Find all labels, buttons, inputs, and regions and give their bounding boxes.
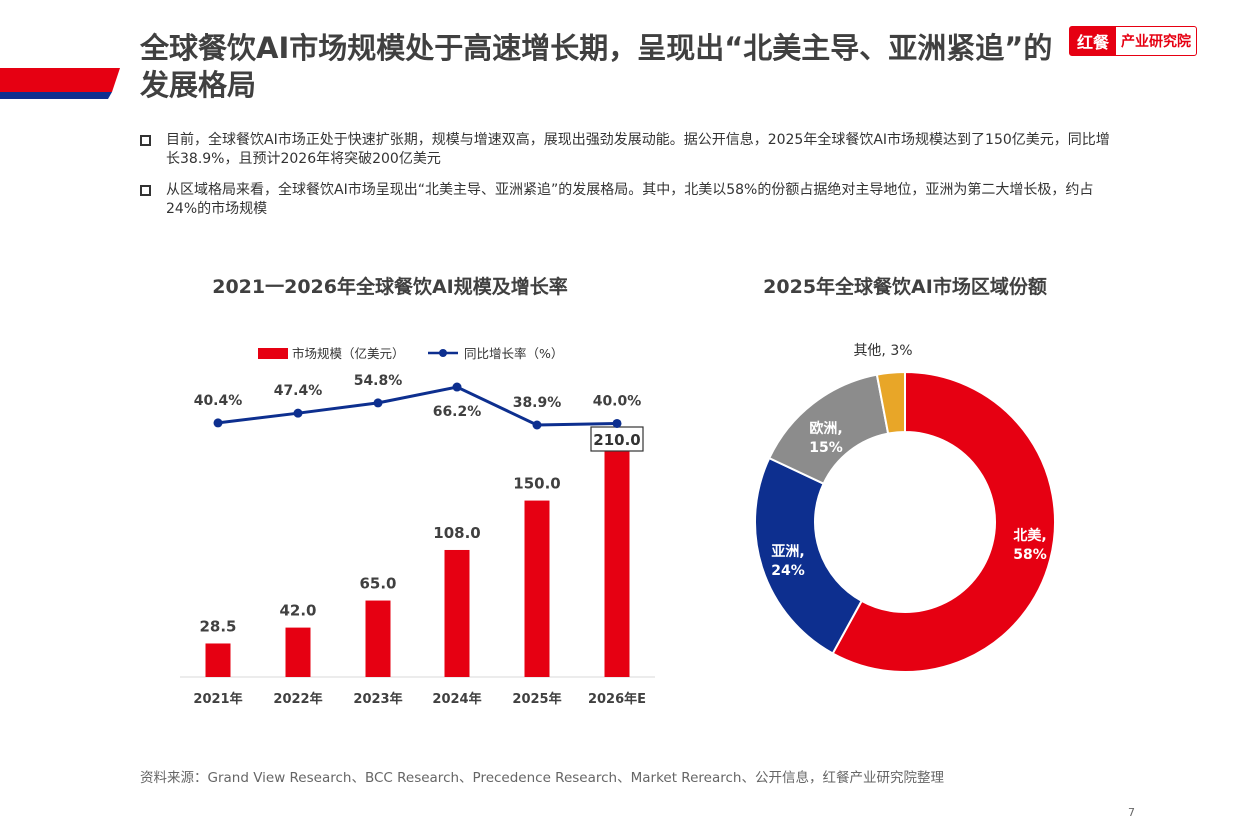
logo: 红餐 产业研究院 — [1069, 26, 1197, 56]
bar — [604, 430, 630, 677]
bar-value-label: 108.0 — [433, 524, 480, 542]
bar-chart-title: 2021一2026年全球餐饮AI规模及增长率 — [212, 276, 568, 298]
growth-point — [532, 420, 542, 430]
x-tick-label: 2024年 — [432, 691, 481, 707]
growth-label: 47.4% — [274, 383, 323, 399]
bullet-point: 目前，全球餐饮AI市场正处于快速扩张期，规模与增速双高，展现出强劲发展动能。据公… — [140, 131, 1110, 169]
square-bullet-icon — [140, 135, 151, 146]
donut-slice — [831, 370, 1056, 673]
slice-label: 58% — [1013, 547, 1047, 563]
bullet-point: 从区域格局来看，全球餐饮AI市场呈现出“北美主导、亚洲紧追”的发展格局。其中，北… — [140, 181, 1110, 219]
x-tick-label: 2021年 — [193, 691, 242, 707]
growth-label: 40.0% — [593, 393, 642, 409]
growth-point — [293, 408, 303, 418]
growth-point — [452, 382, 462, 392]
bar-value-label: 150.0 — [513, 475, 560, 493]
slice-label: 24% — [771, 563, 805, 579]
slice-label: 15% — [809, 440, 843, 456]
x-tick-label: 2023年 — [353, 691, 402, 707]
growth-label: 54.8% — [354, 373, 403, 389]
bar-value-label: 210.0 — [593, 431, 640, 449]
growth-point — [213, 418, 223, 428]
bar — [524, 500, 550, 677]
slice-label: 亚洲, — [771, 544, 804, 560]
slice-label: 欧洲, — [809, 420, 842, 437]
donut-chart-title: 2025年全球餐饮AI市场区域份额 — [763, 276, 1047, 298]
growth-label: 38.9% — [513, 395, 562, 411]
bar — [444, 549, 470, 677]
legend-line-marker — [439, 349, 447, 357]
page-title: 全球餐饮AI市场规模处于高速增长期，呈现出“北美主导、亚洲紧追”的发展格局 — [140, 31, 1053, 102]
bar — [205, 643, 231, 677]
page-number: 7 — [1128, 806, 1135, 819]
charts: 市场规模（亿美元） 同比增长率（%） 28.5 2021年 42.0 2022年 65.0 2… — [180, 343, 1056, 707]
bar-value-label: 65.0 — [359, 575, 396, 593]
square-bullet-icon — [140, 185, 151, 196]
bar — [365, 600, 391, 677]
bar-value-label: 42.0 — [279, 602, 316, 620]
header-accent-bar — [0, 68, 120, 99]
x-tick-label: 2025年 — [512, 691, 561, 707]
slice-label: 其他, 3% — [853, 343, 912, 359]
legend-bar-swatch — [258, 348, 288, 359]
bar-value-label: 28.5 — [199, 617, 236, 635]
legend-label: 同比增长率（%） — [464, 346, 563, 361]
legend-label: 市场规模（亿美元） — [292, 346, 405, 361]
donut-slice — [754, 456, 863, 655]
x-tick-label: 2022年 — [273, 691, 322, 707]
growth-label: 40.4% — [194, 393, 243, 409]
growth-point — [373, 398, 383, 408]
growth-point — [612, 418, 622, 428]
slice-label: 北美, — [1013, 527, 1046, 544]
growth-label: 66.2% — [433, 404, 482, 420]
donut-slice — [875, 370, 906, 435]
growth-line — [217, 385, 618, 427]
bar — [285, 627, 311, 677]
x-tick-label: 2026年E — [588, 691, 646, 707]
source-note: 资料来源：Grand View Research、BCC Research、Pr… — [140, 770, 944, 786]
bar-value-label-box — [590, 426, 644, 452]
